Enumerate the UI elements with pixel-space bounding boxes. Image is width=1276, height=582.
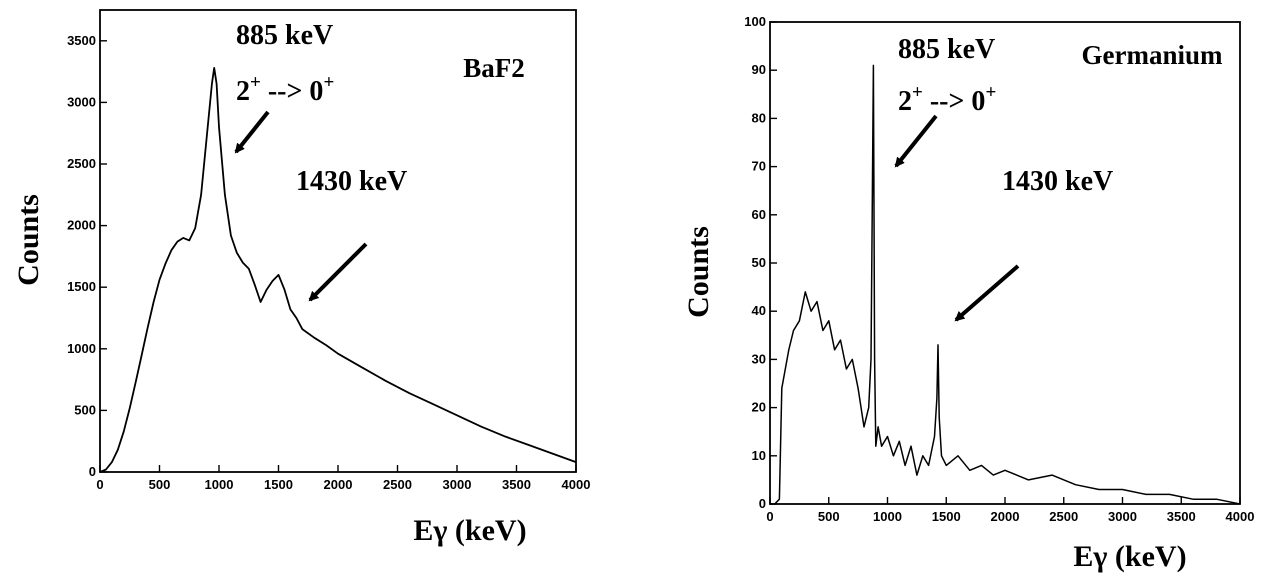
peak-arrow xyxy=(894,114,938,168)
peak-arrow xyxy=(308,242,368,302)
y-tick-label: 10 xyxy=(752,448,766,463)
transition-label: 2+ --> 0+ xyxy=(898,82,996,117)
y-tick-label: 0 xyxy=(89,464,96,479)
y-axis-ticks: 0 500 1000 1500 2000 2500 3000 3500 xyxy=(67,33,107,479)
y-tick-label: 3500 xyxy=(67,33,96,48)
y-tick-label: 0 xyxy=(759,496,766,511)
y-tick-label: 20 xyxy=(752,400,766,415)
peak-arrow xyxy=(234,110,270,154)
y-tick-label: 1500 xyxy=(67,279,96,294)
x-tick-label: 4000 xyxy=(562,477,591,492)
detector-label: Germanium xyxy=(1082,40,1223,70)
y-tick-label: 3000 xyxy=(67,94,96,109)
spectrum-line xyxy=(99,67,577,473)
x-tick-label: 4000 xyxy=(1226,509,1255,524)
y-tick-label: 80 xyxy=(752,110,766,125)
x-tick-label: 0 xyxy=(96,477,103,492)
peak-energy-label: 1430 keV xyxy=(1002,166,1113,197)
x-tick-label: 3000 xyxy=(1108,509,1137,524)
x-tick-label: 1500 xyxy=(932,509,961,524)
x-tick-label: 0 xyxy=(766,509,773,524)
x-tick-label: 500 xyxy=(818,509,840,524)
y-tick-label: 500 xyxy=(74,402,96,417)
peak-energy-label: 885 keV xyxy=(236,20,333,51)
x-tick-label: 1000 xyxy=(205,477,234,492)
peak-energy-label: 885 keV xyxy=(898,34,995,65)
y-tick-label: 70 xyxy=(752,159,766,174)
y-tick-label: 60 xyxy=(752,207,766,222)
y-tick-label: 90 xyxy=(752,62,766,77)
y-axis-label: Counts xyxy=(12,194,45,286)
y-tick-label: 1000 xyxy=(67,341,96,356)
x-tick-label: 500 xyxy=(149,477,171,492)
x-tick-label: 2000 xyxy=(324,477,353,492)
plot-frame xyxy=(769,21,1241,505)
y-axis-ticks: 0 10 20 30 40 50 60 70 80 90 100 xyxy=(744,14,777,511)
x-axis-label: Eγ (keV) xyxy=(413,514,526,547)
peak-arrow xyxy=(954,264,1020,322)
y-tick-label: 2500 xyxy=(67,156,96,171)
x-axis-ticks: 0 500 1000 1500 2000 2500 3000 3500 4000 xyxy=(96,465,590,492)
x-tick-label: 2500 xyxy=(383,477,412,492)
y-tick-label: 100 xyxy=(744,14,766,29)
detector-label: BaF2 xyxy=(463,53,525,83)
x-tick-label: 1000 xyxy=(873,509,902,524)
y-axis-label: Counts xyxy=(682,226,715,318)
peak-energy-label: 1430 keV xyxy=(296,166,407,197)
x-axis-label: Eγ (keV) xyxy=(1073,540,1186,573)
x-tick-label: 3500 xyxy=(1167,509,1196,524)
transition-label: 2+ --> 0+ xyxy=(236,72,334,107)
y-tick-label: 40 xyxy=(752,303,766,318)
x-tick-label: 3500 xyxy=(502,477,531,492)
x-tick-label: 2500 xyxy=(1049,509,1078,524)
baf2-panel: 0 500 1000 1500 2000 2500 3000 3500 0 500 1000 150… xyxy=(12,9,590,547)
x-tick-label: 3000 xyxy=(443,477,472,492)
x-axis-ticks: 0 500 1000 1500 2000 2500 3000 3500 4000 xyxy=(766,497,1254,524)
y-tick-label: 2000 xyxy=(67,218,96,233)
spectrum-line xyxy=(770,64,1241,505)
x-tick-label: 2000 xyxy=(991,509,1020,524)
x-tick-label: 1500 xyxy=(264,477,293,492)
y-tick-label: 30 xyxy=(752,351,766,366)
germanium-panel: 0 10 20 30 40 50 60 70 80 90 100 0 500 1000 1500 2000 2… xyxy=(682,14,1254,573)
y-tick-label: 50 xyxy=(752,255,766,270)
